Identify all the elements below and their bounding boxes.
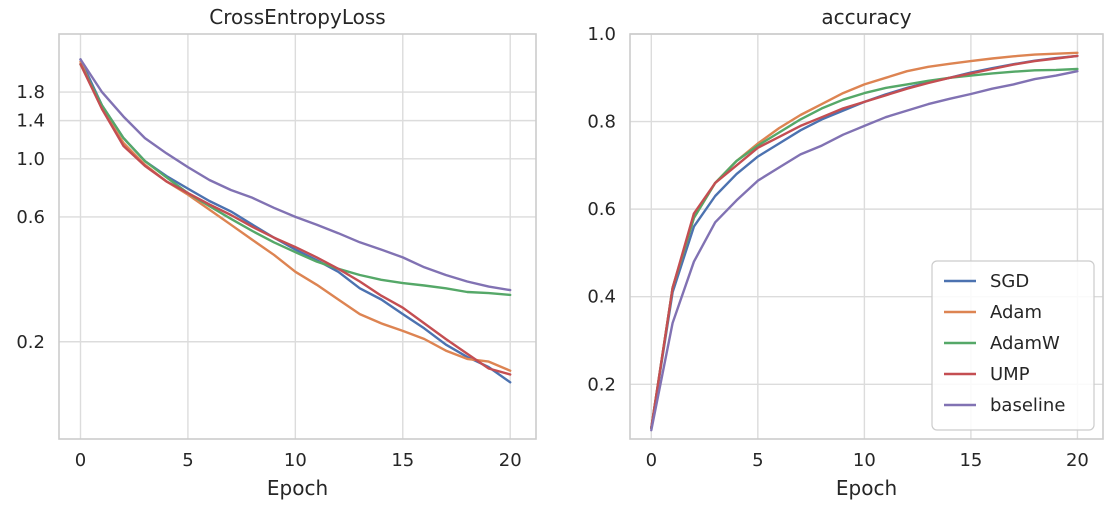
x-tick-label: 10	[284, 450, 307, 471]
legend: SGD Adam AdamW UMP baseline	[931, 260, 1095, 431]
legend-label: Adam	[990, 302, 1042, 323]
y-tick-label: 0.8	[587, 112, 616, 133]
legend-label: baseline	[990, 395, 1065, 416]
x-tick-label: 5	[182, 450, 193, 471]
series-line-ump	[650, 54, 1079, 430]
y-tick-label: 0.4	[587, 287, 616, 308]
x-tick-label: 20	[1066, 450, 1089, 471]
y-tick-label: 0.2	[16, 332, 45, 353]
x-tick-label: 0	[646, 450, 657, 471]
x-tick-label: 10	[853, 450, 876, 471]
series-line-baseline	[79, 58, 512, 292]
legend-box	[931, 260, 1095, 431]
accuracy-chart: 0 5 10 15 20 0.2 0.4 0.6 0.8 1.0 accuracy Epoch SGD A…	[587, 5, 1104, 500]
y-tick-label: 1.4	[16, 111, 45, 132]
legend-label: SGD	[990, 271, 1029, 292]
legend-label: AdamW	[990, 333, 1060, 354]
x-tick-label: 15	[959, 450, 982, 471]
x-axis-label: Epoch	[836, 476, 897, 500]
legend-label: UMP	[990, 364, 1030, 385]
x-tick-label: 0	[75, 450, 86, 471]
axes-frame	[629, 33, 1104, 440]
chart-title: CrossEntropyLoss	[209, 5, 385, 29]
series-line-baseline	[650, 69, 1079, 432]
y-tick-label: 0.2	[587, 374, 616, 395]
plot-area	[59, 34, 536, 439]
series-line-ump	[79, 62, 512, 376]
y-tick-label: 0.6	[16, 207, 45, 228]
x-tick-label: 15	[391, 450, 414, 471]
loss-chart: 0 5 10 15 20 0.2 0.6 1.0 1.4 1.8 CrossEntropyLoss E…	[16, 5, 537, 500]
x-axis-label: Epoch	[267, 476, 328, 500]
y-tick-label: 1.8	[16, 82, 45, 103]
y-tick-label: 1.0	[587, 24, 616, 45]
series-line-adamw	[79, 62, 512, 297]
y-tick-label: 1.0	[16, 149, 45, 170]
chart-title: accuracy	[821, 5, 911, 29]
axes-frame	[58, 33, 537, 440]
x-tick-label: 5	[752, 450, 763, 471]
y-tick-label: 0.6	[587, 199, 616, 220]
x-tick-label: 20	[499, 450, 522, 471]
